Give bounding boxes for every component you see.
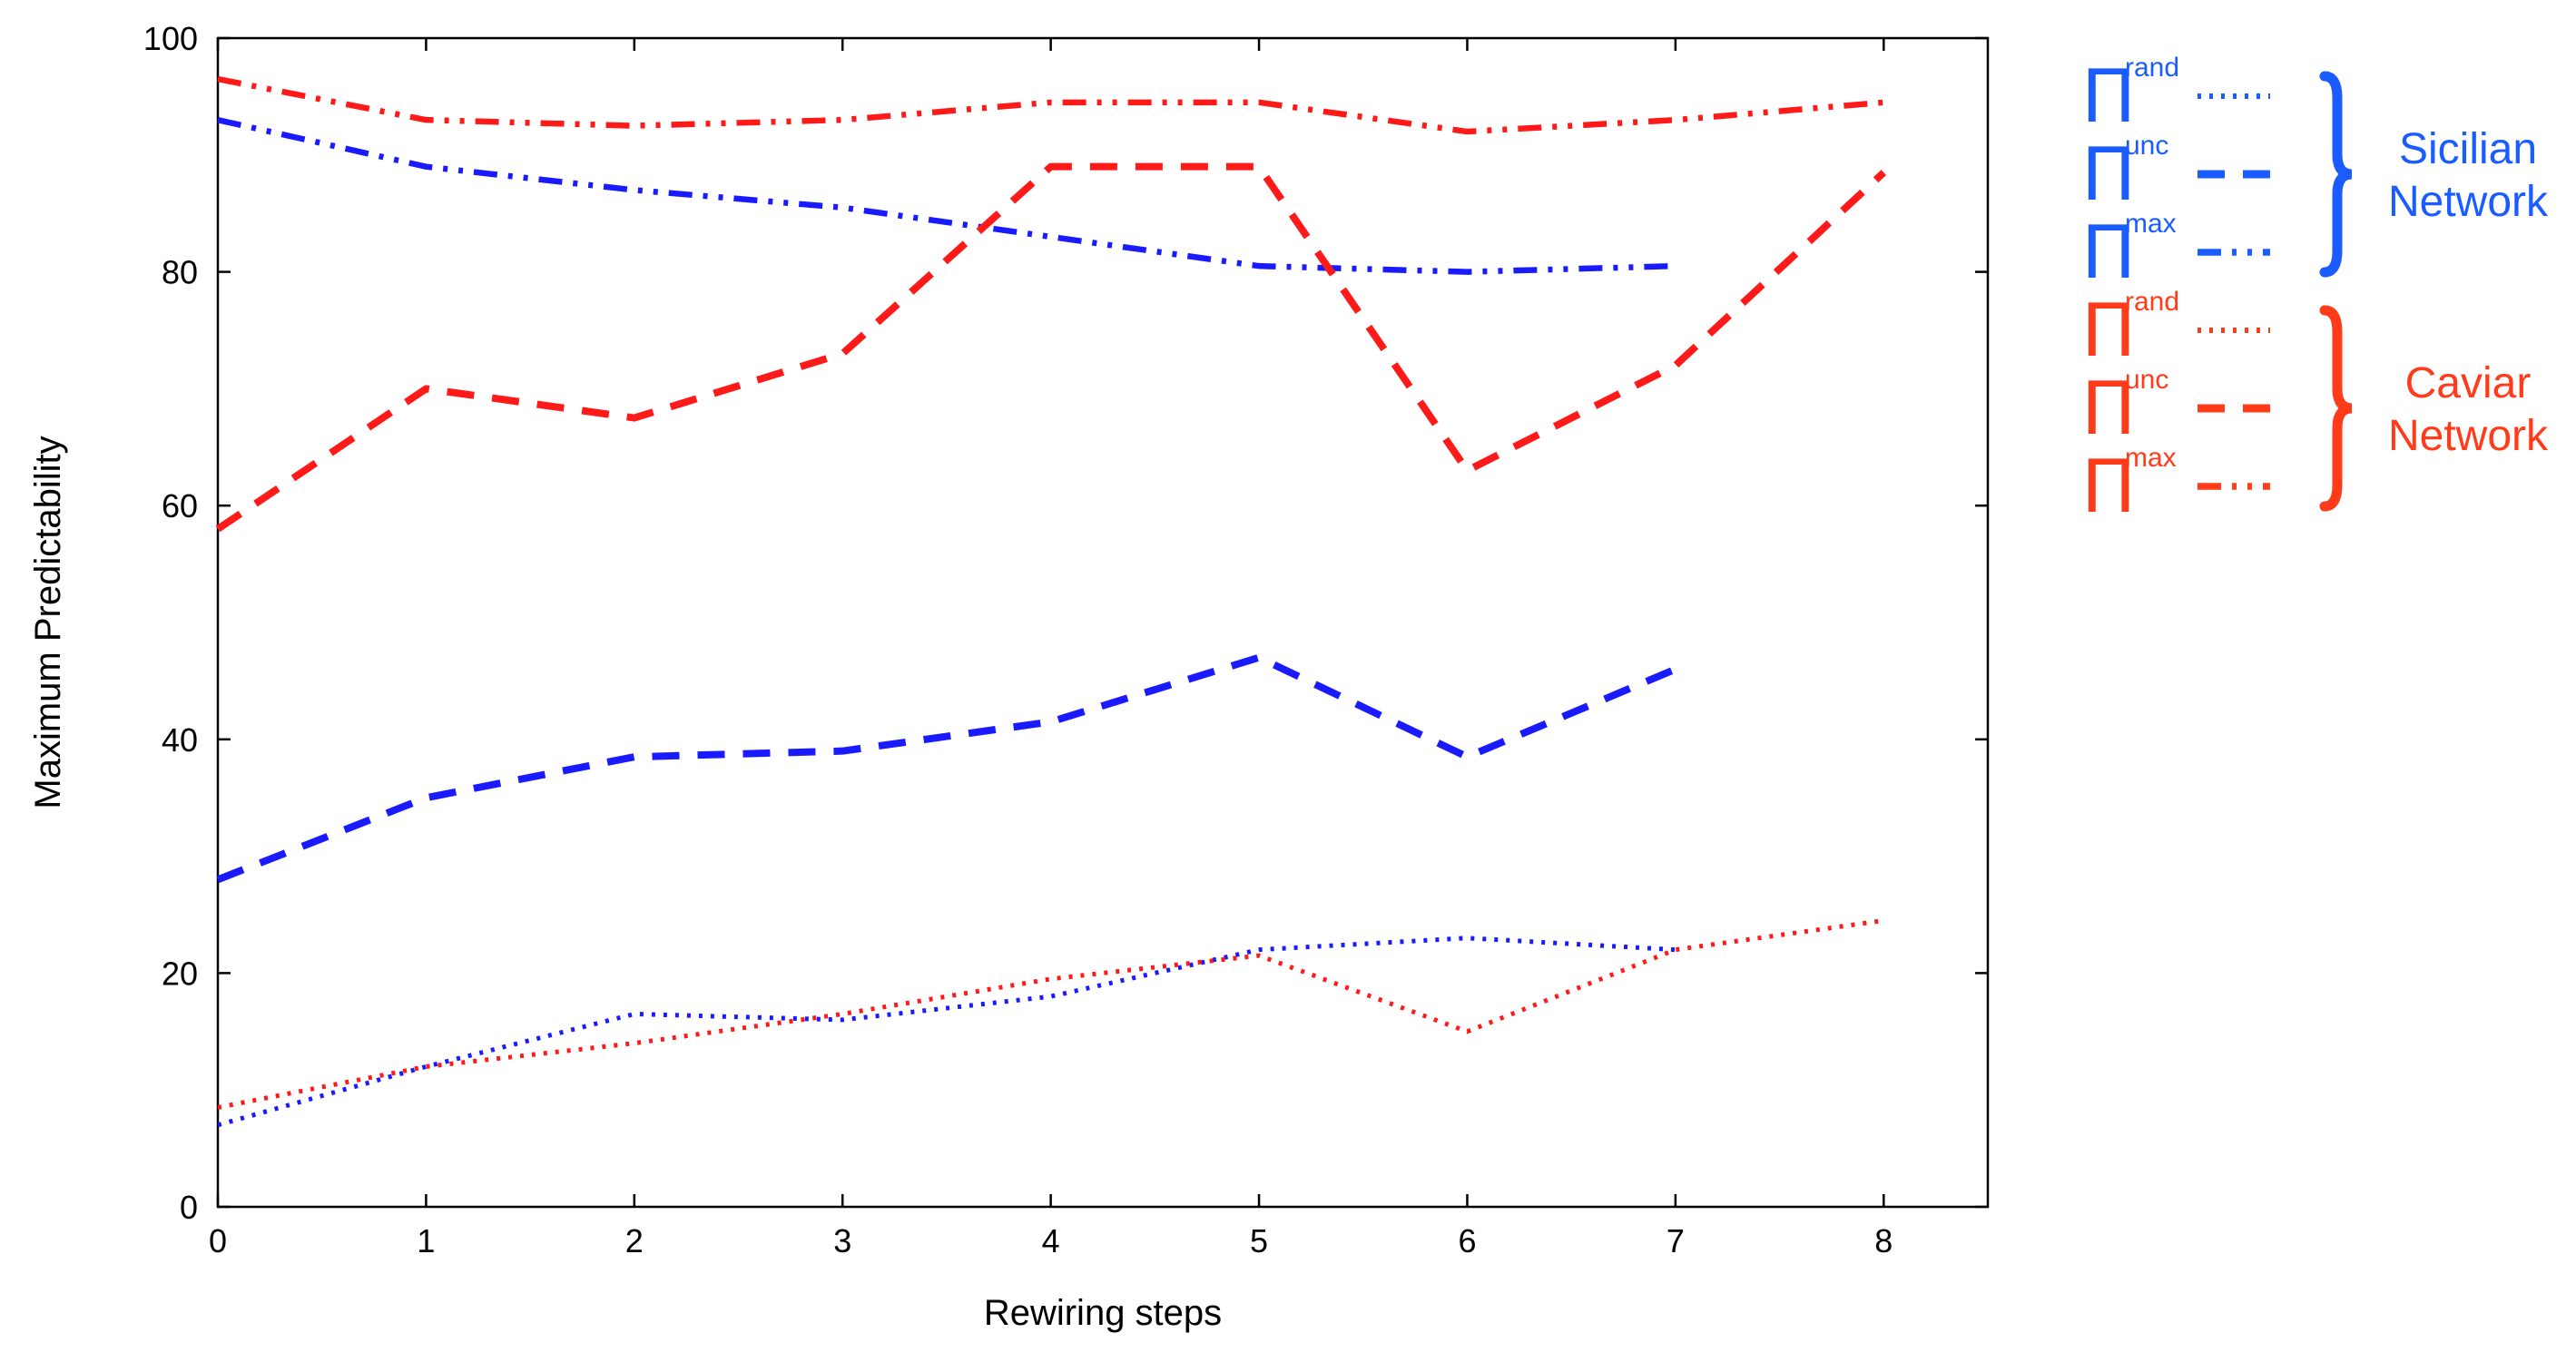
y-axis-title: Maximum Predictability: [28, 436, 68, 808]
y-tick-label: 20: [162, 955, 198, 992]
x-tick-label: 5: [1250, 1222, 1268, 1259]
y-tick-label: 80: [162, 254, 198, 291]
legend-brace: [2319, 71, 2353, 278]
x-tick-label: 6: [1458, 1222, 1476, 1259]
series-line-sicilian-max: [217, 116, 1676, 275]
series-line-caviar-rand: [217, 917, 1884, 1110]
y-tick-label: 0: [180, 1189, 198, 1226]
legend-group-label-line1: Sicilian: [2399, 125, 2537, 173]
legend-pi-symbol: Π: [2081, 54, 2136, 139]
y-tick-label: 60: [162, 487, 198, 524]
legend-superscript: rand: [2125, 287, 2179, 317]
legend-pi-symbol: Π: [2081, 367, 2136, 451]
x-tick-label: 1: [417, 1222, 435, 1259]
legend: ΠrandΠuncΠmaxSicilianNetworkΠrandΠuncΠma…: [2081, 53, 2549, 529]
legend-pi-symbol: Π: [2081, 445, 2136, 529]
legend-group-label-line1: Caviar: [2405, 359, 2532, 407]
legend-superscript: rand: [2125, 53, 2179, 83]
legend-pi-symbol: Π: [2081, 289, 2136, 373]
legend-brace: [2319, 305, 2353, 512]
legend-superscript: max: [2125, 209, 2177, 239]
series-line-sicilian-rand: [217, 936, 1676, 1128]
x-tick-label: 0: [209, 1222, 227, 1259]
legend-superscript: unc: [2125, 131, 2168, 161]
legend-pi-symbol: Π: [2081, 132, 2136, 217]
x-axis-title: Rewiring steps: [984, 1293, 1222, 1333]
series-line-sicilian-unc: [216, 653, 1677, 884]
series-line-caviar-max: [217, 75, 1884, 135]
x-tick-label: 3: [833, 1222, 851, 1259]
x-tick-label: 4: [1042, 1222, 1060, 1259]
legend-pi-symbol: Π: [2081, 211, 2136, 295]
legend-group-label-line2: Network: [2388, 412, 2549, 460]
y-tick-label: 40: [162, 721, 198, 759]
legend-superscript: unc: [2125, 365, 2168, 395]
x-tick-label: 8: [1874, 1222, 1893, 1259]
legend-group-label-line2: Network: [2388, 178, 2549, 226]
legend-superscript: max: [2125, 443, 2177, 473]
y-tick-label: 100: [143, 20, 198, 57]
plot-frame: [216, 36, 1990, 1209]
series-line-caviar-unc: [215, 162, 1887, 533]
x-tick-label: 2: [625, 1222, 644, 1259]
x-tick-label: 7: [1667, 1222, 1685, 1259]
